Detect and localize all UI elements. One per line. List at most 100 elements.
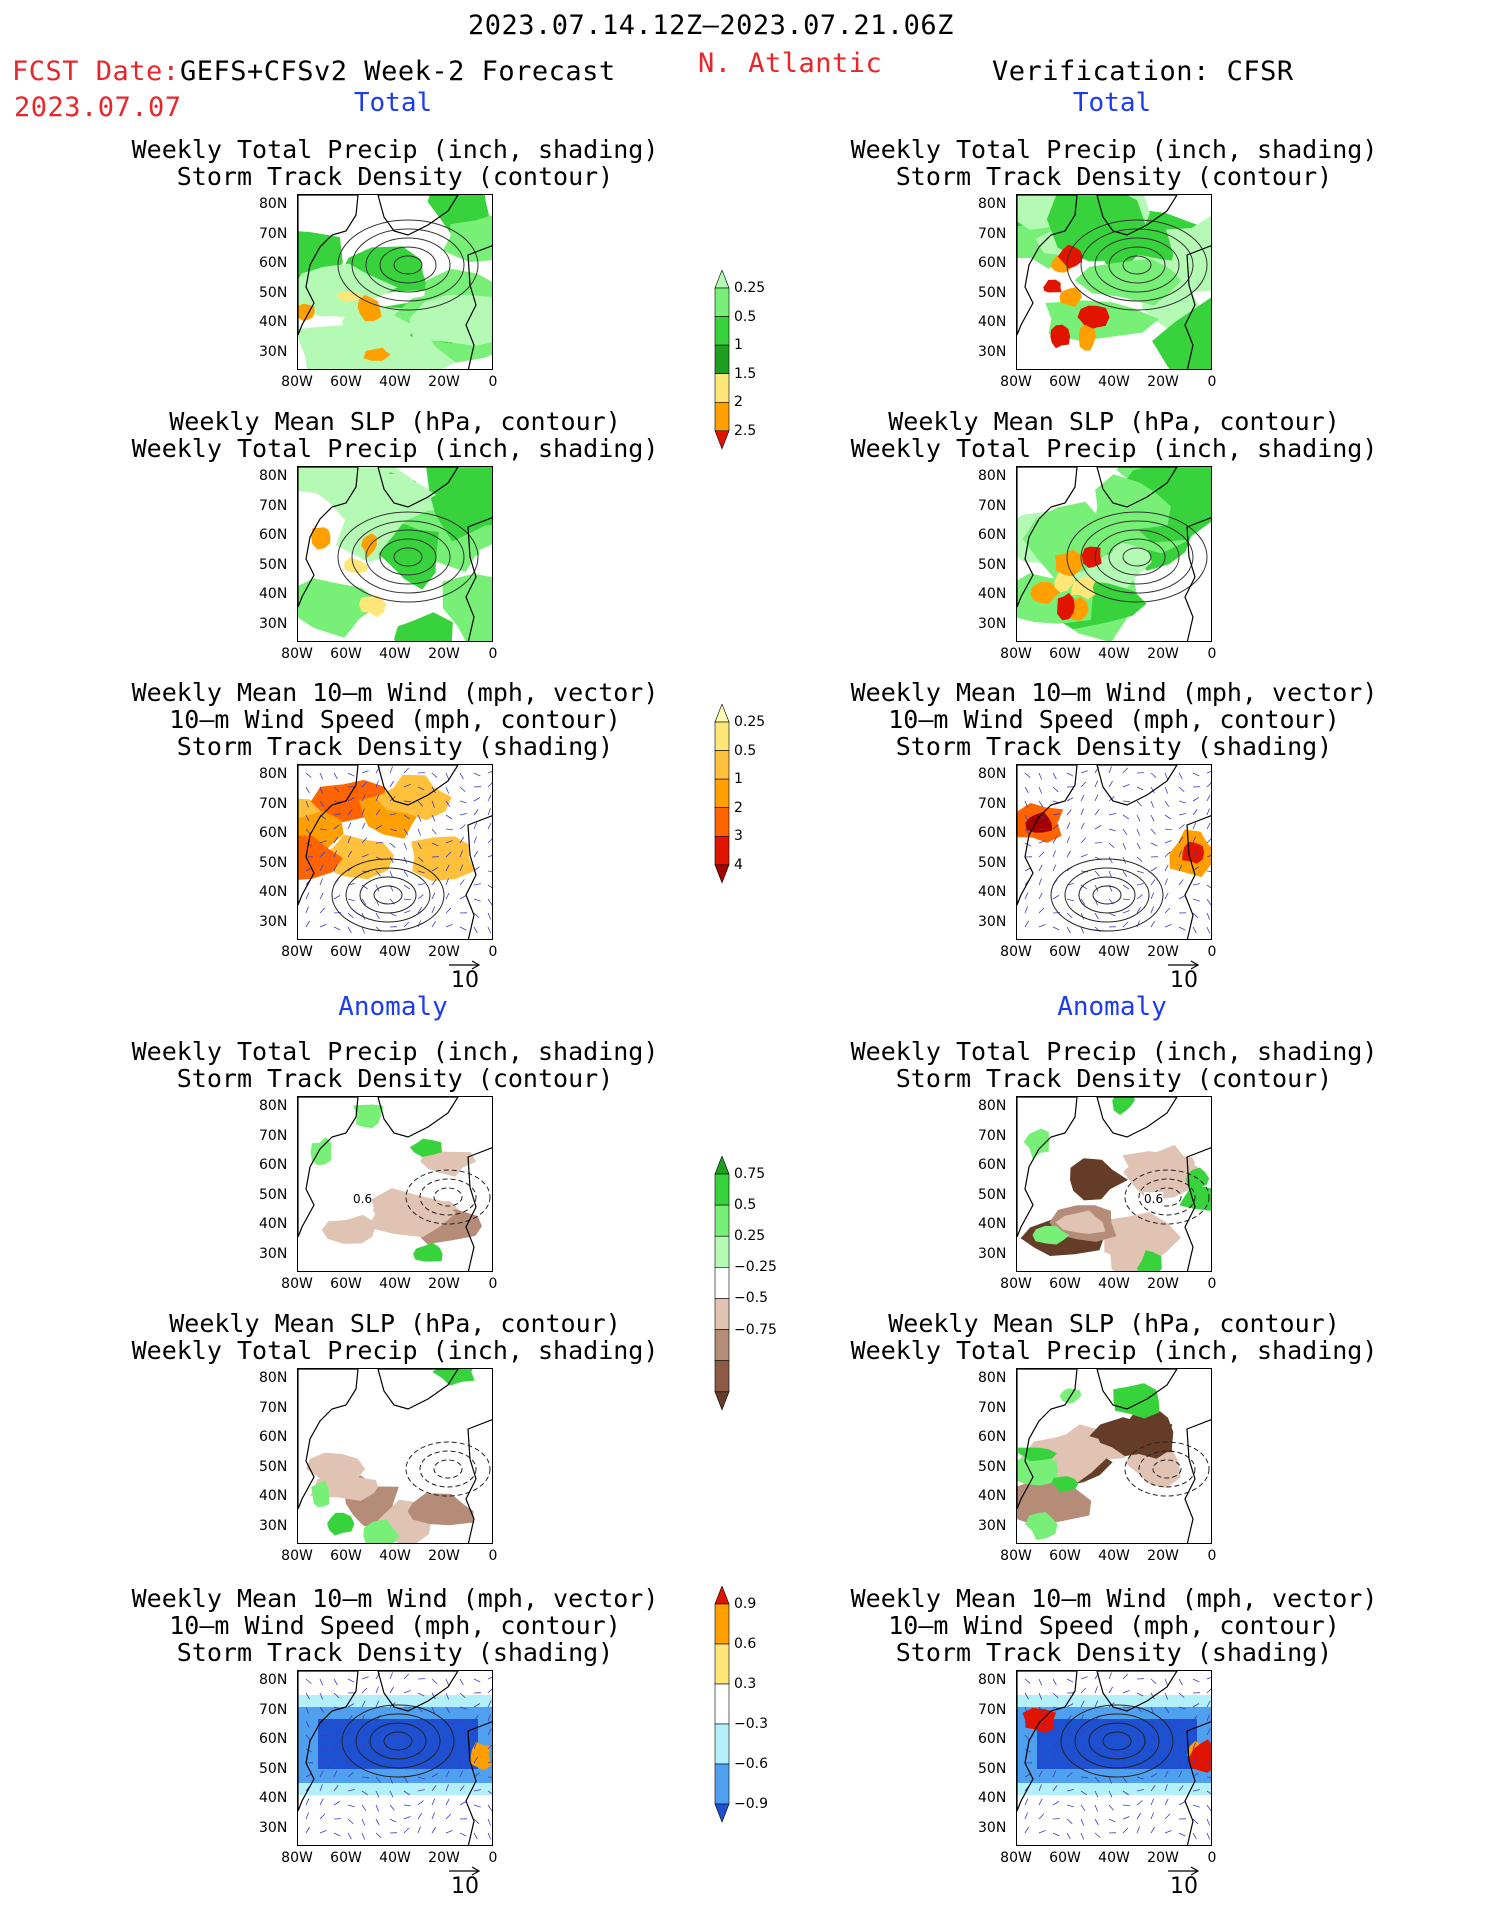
verif-total-wind_track-title-line: Weekly Mean 10–m Wind (mph, vector) xyxy=(850,678,1378,707)
fcst-total-precip_track-lat-tick: 70N xyxy=(259,225,288,242)
verif-anom-wind_track-title-line: Weekly Mean 10–m Wind (mph, vector) xyxy=(850,1584,1378,1613)
fcst-anom-precip_track-lon-tick: 60W xyxy=(330,1276,362,1292)
fcst-anom-wind_track-lat-tick: 40N xyxy=(259,1790,288,1806)
verif-anom-precip_track-lon-tick: 20W xyxy=(1147,1276,1179,1292)
colorbar-segment xyxy=(714,1173,730,1206)
colorbar-segment xyxy=(714,1803,730,1823)
vector-ref-label: 10 xyxy=(451,1874,479,1899)
colorbar-track_anom xyxy=(714,1586,730,1823)
fcst-anom-precip_track-lon-tick: 0 xyxy=(488,1276,498,1292)
fcst-anom-wind_track-lat-tick: 70N xyxy=(259,1701,288,1718)
verif-anom-wind_track-lat-tick: 60N xyxy=(978,1731,1007,1747)
verif-total-slp_precip-lat-tick: 60N xyxy=(978,527,1007,543)
verif-total-slp_precip-lat-tick: 40N xyxy=(978,586,1007,602)
fcst-anom-precip_track-lon-tick: 20W xyxy=(428,1276,460,1292)
verif-anom-slp_precip-title-line: Weekly Mean SLP (hPa, contour) xyxy=(888,1309,1340,1338)
colorbar-segment xyxy=(714,1204,730,1237)
verif-total-slp_precip-title-line: Weekly Mean SLP (hPa, contour) xyxy=(888,407,1340,436)
fcst-anom-wind_track-lon-tick: 40W xyxy=(379,1850,411,1866)
fcst-anom-wind_track-map xyxy=(297,1670,493,1846)
fcst-anom-slp_precip-lon-tick: 60W xyxy=(330,1548,362,1564)
fcst-anom-precip_track-title-line: Storm Track Density (contour) xyxy=(176,1064,614,1093)
colorbar-segment xyxy=(714,270,730,289)
verif-total-wind_track-lat-tick: 30N xyxy=(978,913,1007,930)
fcst-total-precip_track-lon-tick: 20W xyxy=(428,374,460,390)
vector-ref-label: 10 xyxy=(451,968,479,993)
section-total-label: Total xyxy=(353,88,433,118)
fcst-anom-slp_precip-lat-tick: 40N xyxy=(259,1488,288,1504)
verif-total-precip_track-lat-tick: 80N xyxy=(978,196,1007,212)
vector-ref-label: 10 xyxy=(1170,968,1198,993)
fcst-anom-wind_track-lon-tick: 20W xyxy=(428,1850,460,1866)
fcst-total-slp_precip-lon-tick: 60W xyxy=(330,646,362,662)
verif-total-slp_precip-lat-tick: 30N xyxy=(978,615,1007,632)
verif-total-wind_track-lat-tick: 50N xyxy=(978,854,1007,871)
verif-total-precip_track-lon-tick: 20W xyxy=(1147,374,1179,390)
colorbar-precip_total-label: 0.25 xyxy=(734,280,766,296)
colorbar-segment xyxy=(714,287,730,317)
fcst-total-slp_precip-lat-tick: 30N xyxy=(259,615,288,632)
colorbar-precip_anom-label: −0.5 xyxy=(734,1290,768,1307)
fcst-anom-wind_track-lat-tick: 50N xyxy=(259,1760,288,1777)
fcst-anom-wind_track-lon-tick: 0 xyxy=(488,1850,498,1866)
section-anomaly-label: Anomaly xyxy=(338,992,448,1022)
colorbar-precip_anom-label: −0.25 xyxy=(734,1259,777,1276)
verif-anom-precip_track-lon-tick: 40W xyxy=(1098,1276,1130,1292)
colorbar-track_total xyxy=(714,704,730,884)
colorbar-precip_anom-label: 0.75 xyxy=(734,1166,766,1182)
fcst-anom-precip_track-lat-tick: 80N xyxy=(259,1098,288,1114)
fcst-total-slp_precip-title-line: Weekly Mean SLP (hPa, contour) xyxy=(169,407,621,436)
fcst-total-wind_track-lon-tick: 60W xyxy=(330,944,362,960)
verif-total-precip_track-title-line: Weekly Total Precip (inch, shading) xyxy=(850,135,1378,164)
fcst-anom-precip_track-contour-label: 0.6 xyxy=(353,1192,373,1206)
verif-anom-precip_track-lat-tick: 80N xyxy=(978,1098,1007,1114)
colorbar-segment xyxy=(714,344,730,375)
verif-anom-wind_track-title-line: 10–m Wind Speed (mph, contour) xyxy=(888,1611,1340,1640)
fcst-total-wind_track-map xyxy=(297,764,493,940)
colorbar-segment xyxy=(714,1586,730,1605)
vector-ref-arrow-icon xyxy=(449,960,481,970)
verif-total-slp_precip-lon-tick: 60W xyxy=(1049,646,1081,662)
fcst-anom-slp_precip-lon-tick: 20W xyxy=(428,1548,460,1564)
fcst-anom-slp_precip-lat-tick: 30N xyxy=(259,1517,288,1534)
colorbar-segment xyxy=(714,1723,730,1765)
verif-total-wind_track-lon-tick: 0 xyxy=(1207,944,1217,960)
verif-anom-slp_precip-title-line: Weekly Total Precip (inch, shading) xyxy=(850,1336,1378,1365)
colorbar-segment xyxy=(714,807,730,837)
fcst-total-wind_track-title-line: Weekly Mean 10–m Wind (mph, vector) xyxy=(131,678,659,707)
verif-anom-precip_track-lat-tick: 40N xyxy=(978,1216,1007,1232)
colorbar-segment xyxy=(714,1643,730,1685)
verif-anom-precip_track-title-line: Weekly Total Precip (inch, shading) xyxy=(850,1037,1378,1066)
fcst-total-precip_track-lon-tick: 0 xyxy=(488,374,498,390)
colorbar-track_anom-label: 0.3 xyxy=(734,1676,757,1692)
fcst-total-wind_track-lat-tick: 40N xyxy=(259,884,288,900)
fcst-anom-slp_precip-title-line: Weekly Total Precip (inch, shading) xyxy=(131,1336,659,1365)
section-total-label: Total xyxy=(1072,88,1152,118)
fcst-total-wind_track-lon-tick: 20W xyxy=(428,944,460,960)
colorbar-track_total-label: 2 xyxy=(734,799,743,816)
verif-anom-precip_track-lon-tick: 0 xyxy=(1207,1276,1217,1292)
fcst-total-precip_track-lat-tick: 80N xyxy=(259,196,288,212)
vector-ref-label: 10 xyxy=(1170,1874,1198,1899)
fcst-anom-precip_track-lat-tick: 70N xyxy=(259,1127,288,1144)
verif-total-wind_track-lat-tick: 70N xyxy=(978,795,1007,812)
fcst-total-precip_track-lon-tick: 40W xyxy=(379,374,411,390)
colorbar-segment xyxy=(714,704,730,723)
fcst-total-slp_precip-title-line: Weekly Total Precip (inch, shading) xyxy=(131,434,659,463)
fcst-total-wind_track-lat-tick: 80N xyxy=(259,766,288,782)
fcst-anom-precip_track-lon-tick: 40W xyxy=(379,1276,411,1292)
section-anomaly-label: Anomaly xyxy=(1057,992,1167,1022)
verif-total-precip_track-map xyxy=(1016,194,1212,370)
verif-total-wind_track-lat-tick: 80N xyxy=(978,766,1007,782)
fcst-total-slp_precip-lon-tick: 80W xyxy=(281,646,313,662)
colorbar-segment xyxy=(714,1329,730,1361)
fcst-total-precip_track-lat-tick: 50N xyxy=(259,284,288,301)
fcst-total-wind_track-title-line: 10–m Wind Speed (mph, contour) xyxy=(169,705,621,734)
colorbar-track_total-label: 0.25 xyxy=(734,714,766,730)
verif-total-slp_precip-lon-tick: 0 xyxy=(1207,646,1217,662)
verif-total-slp_precip-lon-tick: 20W xyxy=(1147,646,1179,662)
verif-anom-wind_track-lon-tick: 0 xyxy=(1207,1850,1217,1866)
verif-total-precip_track-lat-tick: 70N xyxy=(978,225,1007,242)
verif-total-wind_track-lon-tick: 40W xyxy=(1098,944,1130,960)
fcst-anom-precip_track-lat-tick: 60N xyxy=(259,1157,288,1173)
